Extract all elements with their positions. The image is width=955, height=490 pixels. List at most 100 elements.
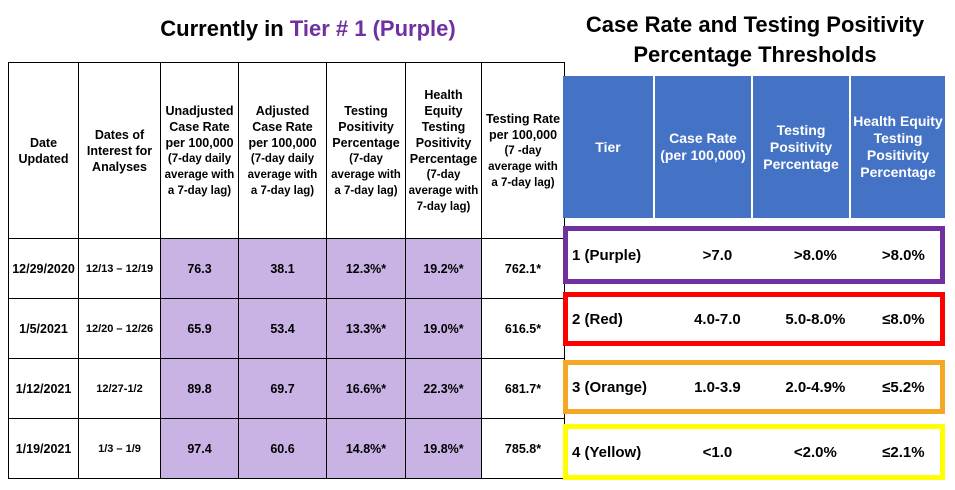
table-cell: 12/13 – 12/19 xyxy=(78,238,161,299)
thresholds-title-line2: Percentage Thresholds xyxy=(633,42,877,67)
tier-cell: 4.0-7.0 xyxy=(694,310,741,328)
header-line: (7-day xyxy=(349,152,383,165)
header-line: Updated xyxy=(18,151,69,166)
thresholds-header: Tier Case Rate (per 100,000) Testing Posit… xyxy=(563,76,945,218)
table-cell: 12/29/2020 xyxy=(8,238,79,299)
current-tier-title: Currently in Tier # 1 (Purple) xyxy=(8,16,608,42)
thresholds-title-line1: Case Rate and Testing Positivity xyxy=(585,12,925,37)
table-cell: 97.4 xyxy=(160,418,239,479)
threshold-header: Health Equity Testing Positivity Percent… xyxy=(851,76,945,218)
table-cell: 12/20 – 12/26 xyxy=(78,298,161,359)
tier-cell: <2.0% xyxy=(793,443,837,461)
header-line: Adjusted xyxy=(255,103,310,118)
header-line: 7-day lag) xyxy=(416,200,471,213)
tier-row: 3 (Orange) 1.0-3.9 2.0-4.9% ≤5.2% xyxy=(563,360,945,414)
column-header: Unadjusted Case Rate per 100,000 (7-day dai… xyxy=(160,62,239,239)
header-line: Percentage xyxy=(409,151,478,166)
tier-cell: 1.0-3.9 xyxy=(694,378,741,396)
header-line: Positivity xyxy=(338,119,394,134)
header-line: average with xyxy=(331,168,401,181)
table-cell: 1/12/2021 xyxy=(8,358,79,419)
table-cell: 1/3 – 1/9 xyxy=(78,418,161,479)
column-header: Adjusted Case Rate per 100,000 (7-day daily… xyxy=(238,62,327,239)
tier-cell: 5.0-8.0% xyxy=(785,310,846,328)
header-line: Testing xyxy=(344,103,388,118)
header-line: average with xyxy=(408,184,479,197)
tier-cell: 4 (Yellow) xyxy=(572,443,642,461)
title-tier: Tier # 1 (Purple) xyxy=(289,16,456,41)
title-prefix: Currently in xyxy=(160,16,290,41)
header-line: per 100,000 xyxy=(248,135,317,150)
header-line: (7-day daily xyxy=(250,152,315,165)
table-cell: 785.8* xyxy=(481,418,565,479)
table-cell: 14.8%* xyxy=(326,418,406,479)
table-cell: 89.8 xyxy=(160,358,239,419)
header-line: Case Rate xyxy=(169,119,230,134)
tier-cell: ≤2.1% xyxy=(882,443,925,461)
tier-data-table: Date Updated Dates of Interest for Analyses U… xyxy=(8,62,565,479)
header-line: Interest for xyxy=(86,143,153,158)
table-cell: 19.8%* xyxy=(405,418,482,479)
header-line: Positivity xyxy=(415,135,472,150)
tier-cell: >7.0 xyxy=(702,246,733,264)
header-line: (7 -day xyxy=(504,144,542,157)
header-line: Testing xyxy=(421,119,466,134)
table-cell: 12.3%* xyxy=(326,238,406,299)
tier-row: 4 (Yellow) <1.0 <2.0% ≤2.1% xyxy=(563,424,945,480)
column-header: Health Equity Testing Positivity Percentage (… xyxy=(405,62,482,239)
header-line: Date xyxy=(29,135,58,150)
table-row: 1/5/2021 12/20 – 12/26 65.9 53.4 13.3%* 19.0%… xyxy=(8,298,565,359)
header-line: per 100,000 xyxy=(488,127,558,142)
table-cell: 616.5* xyxy=(481,298,565,359)
threshold-header: Case Rate (per 100,000) xyxy=(655,76,751,218)
header-line: Health xyxy=(424,87,463,102)
table-cell: 60.6 xyxy=(238,418,327,479)
header-line: a 7-day lag) xyxy=(167,184,232,197)
table-cell: 12/27-1/2 xyxy=(78,358,161,419)
table-cell: 69.7 xyxy=(238,358,327,419)
table-cell: 1/19/2021 xyxy=(8,418,79,479)
header-line: Testing Rate xyxy=(485,111,561,126)
tier-cell: 1 (Purple) xyxy=(572,246,642,264)
header-line: (7-day xyxy=(426,168,461,181)
header-line: Dates of xyxy=(94,127,145,142)
header-line: (7-day daily xyxy=(167,152,232,165)
table-cell: 19.0%* xyxy=(405,298,482,359)
tier-cell: >8.0% xyxy=(881,246,925,264)
threshold-header: Tier xyxy=(563,76,653,218)
header-line: a 7-day lag) xyxy=(491,176,555,189)
table-cell: 38.1 xyxy=(238,238,327,299)
table-cell: 1/5/2021 xyxy=(8,298,79,359)
table-row: 1/12/2021 12/27-1/2 89.8 69.7 16.6%* 22.3%* 68… xyxy=(8,358,565,419)
header-line: Case Rate xyxy=(252,119,313,134)
table-cell: 76.3 xyxy=(160,238,239,299)
table-cell: 19.2%* xyxy=(405,238,482,299)
table-cell: 65.9 xyxy=(160,298,239,359)
column-header: Testing Rate per 100,000 (7 -day average wi… xyxy=(481,62,565,239)
header-line: average with xyxy=(488,160,558,173)
tier-cell: ≤8.0% xyxy=(882,310,925,328)
header-line: Unadjusted xyxy=(165,103,234,118)
header-line: Equity xyxy=(424,103,463,118)
table-row: 1/19/2021 1/3 – 1/9 97.4 60.6 14.8%* 19.8%* 78… xyxy=(8,418,565,479)
header-line: a 7-day lag) xyxy=(334,184,398,197)
tier-cell: >8.0% xyxy=(793,246,837,264)
table-cell: 53.4 xyxy=(238,298,327,359)
table-row: 12/29/2020 12/13 – 12/19 76.3 38.1 12.3%* 19.… xyxy=(8,238,565,299)
threshold-header: Testing Positivity Percentage xyxy=(753,76,849,218)
thresholds-title: Case Rate and Testing Positivity Percenta… xyxy=(555,10,955,70)
column-header: Date Updated xyxy=(8,62,79,239)
column-header: Testing Positivity Percentage (7-day average… xyxy=(326,62,406,239)
header-line: per 100,000 xyxy=(165,135,234,150)
header-line: average with xyxy=(247,168,318,181)
tier-row: 1 (Purple) >7.0 >8.0% >8.0% xyxy=(563,226,945,284)
table-cell: 13.3%* xyxy=(326,298,406,359)
tier-row: 2 (Red) 4.0-7.0 5.0-8.0% ≤8.0% xyxy=(563,292,945,346)
tier-cell: ≤5.2% xyxy=(882,378,925,396)
table-cell: 16.6%* xyxy=(326,358,406,419)
column-header: Dates of Interest for Analyses xyxy=(78,62,161,239)
header-line: Analyses xyxy=(92,159,147,174)
header-line: a 7-day lag) xyxy=(250,184,315,197)
tier-cell: <1.0 xyxy=(702,443,733,461)
tier-cell: 2.0-4.9% xyxy=(785,378,846,396)
